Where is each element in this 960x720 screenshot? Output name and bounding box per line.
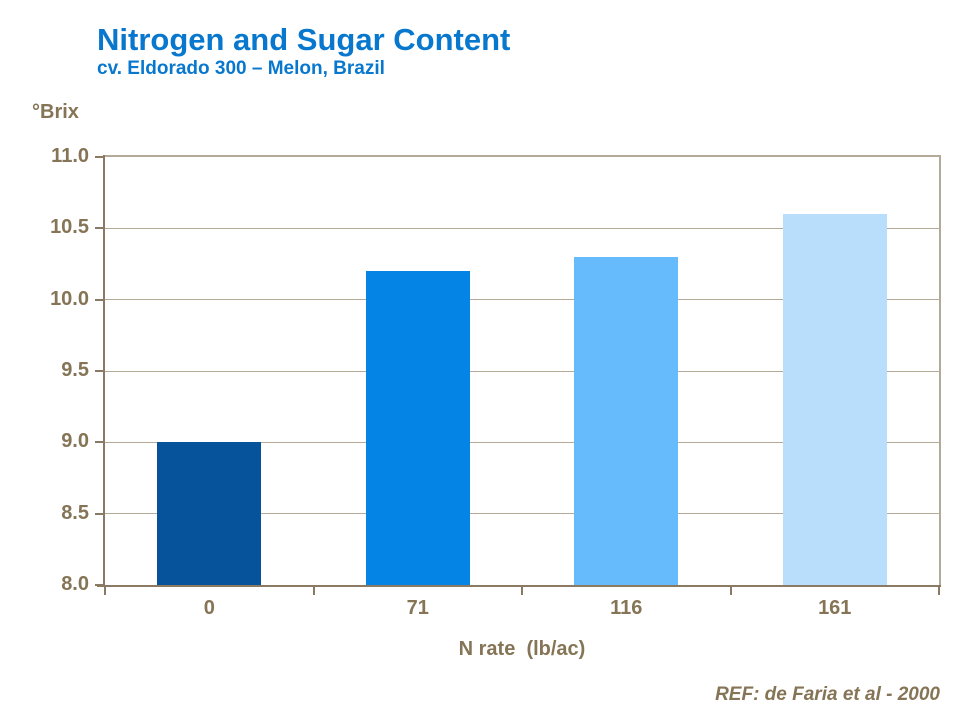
y-axis-tick	[95, 584, 103, 586]
y-tick-label: 8.5	[61, 501, 89, 524]
x-axis-tick	[104, 587, 106, 595]
y-axis-line	[103, 155, 105, 587]
y-axis-tick	[95, 512, 103, 515]
gridline	[105, 370, 939, 372]
y-tick-label: 11.0	[51, 145, 89, 167]
y-axis-tick	[95, 441, 103, 444]
y-tick-label: 8.0	[61, 573, 89, 595]
bar-71	[365, 271, 470, 585]
gridline	[105, 227, 939, 229]
y-axis-tick	[95, 298, 103, 301]
x-axis-line	[97, 585, 941, 587]
reference-citation: REF: de Faria et al - 2000	[715, 684, 940, 705]
x-axis-tick	[938, 587, 940, 595]
gridline	[105, 441, 939, 443]
gridline	[105, 513, 939, 515]
y-tick-label: 9.0	[61, 430, 89, 453]
bar-0	[157, 442, 262, 585]
y-tick-label: 10.5	[50, 216, 89, 239]
y-tick-label: 10.0	[50, 287, 89, 310]
x-axis-tick	[312, 587, 315, 595]
x-tick-label: 116	[610, 597, 643, 619]
bar-161	[782, 214, 887, 585]
chart-subtitle: cv. Eldorado 300 – Melon, Brazil	[97, 58, 385, 79]
bar-116	[574, 256, 679, 585]
gridline	[105, 299, 939, 301]
y-axis-tick	[95, 370, 103, 372]
y-axis-title: °Brix	[32, 101, 79, 123]
x-axis-tick	[729, 587, 732, 595]
plot-area: 8.0 8.5 9.0 9.5 10.0 10.5 11.0 0 71 116 161	[50, 145, 941, 619]
chart-title: Nitrogen and Sugar Content	[97, 22, 511, 57]
y-tick-label: 9.5	[61, 359, 89, 381]
y-axis-tick	[95, 227, 103, 230]
x-tick-label: 71	[406, 597, 429, 619]
x-tick-label: 161	[818, 597, 852, 619]
x-tick-label: 0	[203, 597, 215, 619]
y-axis-tick	[95, 156, 103, 158]
x-axis-title: N rate (lb/ac)	[458, 638, 586, 660]
x-axis-tick	[521, 587, 523, 595]
